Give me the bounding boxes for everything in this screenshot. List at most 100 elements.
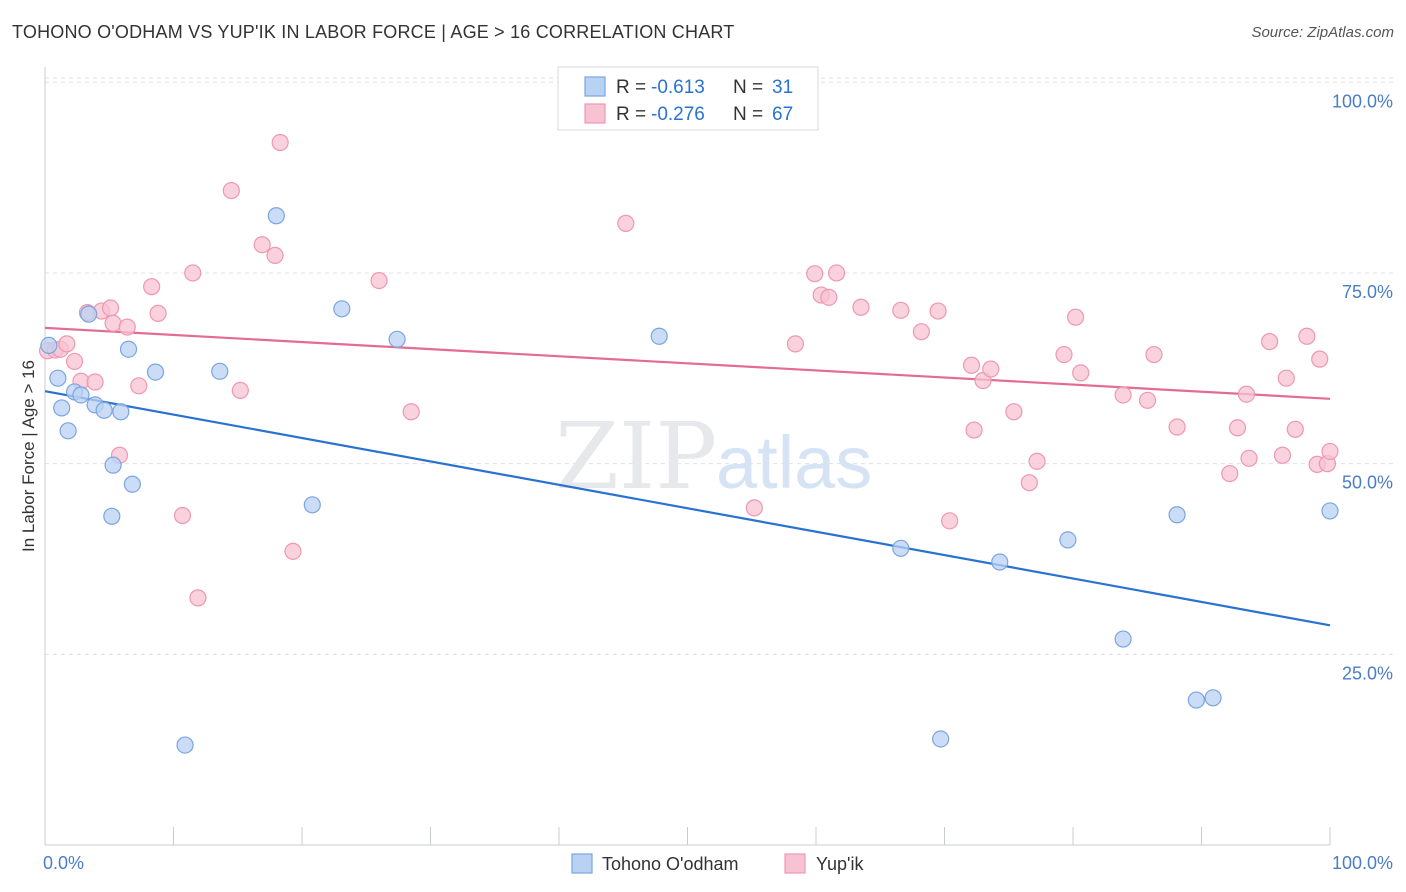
point-yupik-48: [1066, 308, 1085, 326]
point-yupik-38: [929, 302, 947, 320]
legend-r-value-2: -0.276: [651, 104, 705, 125]
point-yupik-50: [1114, 386, 1132, 404]
point-yupik-17: [184, 264, 202, 282]
bottom-legend-swatch-tohono: [571, 853, 593, 874]
point-yupik-21: [253, 236, 271, 254]
legend-n-label-2: N =: [733, 104, 763, 125]
point-yupik-4: [65, 352, 84, 371]
point-yupik-40: [962, 356, 981, 374]
point-yupik-62: [1298, 327, 1316, 345]
bottom-legend: Tohono O'odham Yup'ik: [571, 853, 864, 874]
point-tohono-23: [932, 730, 950, 748]
point-yupik-22: [266, 246, 284, 264]
point-yupik-44: [1005, 403, 1023, 421]
legend-n-value-1: 31: [772, 77, 793, 98]
trend-line-0: [44, 390, 1331, 627]
chart-source: Source: ZipAtlas.com: [1251, 24, 1394, 41]
point-tohono-17: [267, 207, 285, 225]
point-yupik-61: [1286, 420, 1304, 438]
point-yupik-36: [892, 301, 910, 319]
point-tohono-30: [1321, 502, 1339, 520]
legend-r-value-1: -0.613: [651, 77, 705, 98]
point-yupik-63: [1311, 350, 1329, 368]
legend-swatch-yupik: [584, 103, 606, 124]
chart-title: TOHONO O'ODHAM VS YUP'IK IN LABOR FORCE …: [12, 22, 735, 42]
point-tohono-15: [176, 736, 194, 754]
point-tohono-6: [80, 305, 98, 323]
point-yupik-53: [1168, 418, 1186, 436]
point-yupik-41: [965, 421, 983, 439]
point-yupik-18: [189, 589, 207, 607]
point-yupik-26: [402, 403, 420, 421]
legend-swatch-tohono: [584, 76, 606, 97]
point-yupik-66: [1321, 442, 1339, 461]
point-yupik-23: [271, 133, 289, 152]
point-yupik-60: [1277, 369, 1295, 387]
point-tohono-29: [1204, 689, 1222, 707]
point-yupik-52: [1145, 345, 1163, 364]
point-tohono-19: [333, 300, 351, 318]
bottom-legend-label-tohono: Tohono O'odham: [602, 854, 739, 874]
point-yupik-43: [982, 360, 1000, 378]
point-yupik-37: [912, 323, 930, 341]
point-yupik-47: [1055, 345, 1073, 364]
trend-line-1: [44, 326, 1331, 400]
point-yupik-14: [143, 278, 161, 296]
point-yupik-31: [806, 265, 824, 283]
y-tick-label-2: 75.0%: [1342, 282, 1393, 302]
point-tohono-12: [119, 340, 138, 358]
point-yupik-46: [1028, 452, 1046, 470]
point-tohono-8: [95, 401, 113, 419]
point-yupik-56: [1237, 385, 1256, 403]
point-tohono-25: [1059, 531, 1077, 549]
top-legend: R = -0.613 N = 31 R = -0.276 N = 67: [557, 66, 819, 131]
point-yupik-25: [370, 271, 388, 290]
point-yupik-35: [852, 298, 870, 316]
point-yupik-3: [58, 335, 76, 353]
point-tohono-2: [53, 399, 71, 417]
point-yupik-10: [104, 314, 122, 332]
watermark: ZIP atlas: [555, 403, 872, 510]
legend-n-value-2: 67: [772, 104, 793, 125]
point-yupik-34: [827, 264, 846, 282]
point-yupik-20: [231, 381, 249, 400]
point-tohono-10: [104, 456, 122, 474]
y-axis-title: In Labor Force | Age > 16: [19, 360, 38, 552]
point-yupik-58: [1261, 332, 1279, 351]
point-yupik-51: [1138, 391, 1157, 409]
legend-r-label-2: R =: [616, 104, 646, 125]
bottom-legend-swatch-yupik: [784, 853, 806, 874]
point-yupik-39: [941, 512, 959, 530]
bottom-legend-label-yupik: Yup'ik: [816, 854, 864, 874]
point-tohono-22: [892, 539, 910, 557]
point-yupik-28: [617, 214, 635, 232]
point-yupik-49: [1072, 364, 1090, 382]
point-tohono-13: [123, 475, 141, 493]
point-tohono-18: [303, 496, 321, 514]
x-tick-label-1: 100.0%: [1332, 853, 1393, 873]
point-tohono-9: [103, 507, 121, 525]
watermark-atlas: atlas: [716, 421, 872, 504]
point-tohono-21: [650, 327, 668, 345]
legend-r-label-1: R =: [616, 77, 646, 98]
axes: [44, 67, 1331, 846]
point-tohono-27: [1168, 506, 1186, 524]
tick-labels: 25.0% 50.0% 75.0% 100.0% 0.0% 100.0%: [43, 91, 1393, 873]
y-tick-label-1: 50.0%: [1342, 473, 1393, 493]
point-tohono-16: [211, 362, 229, 380]
point-yupik-7: [86, 373, 104, 391]
watermark-zip: ZIP: [555, 403, 717, 510]
point-tohono-3: [59, 422, 77, 440]
point-yupik-12: [118, 318, 136, 336]
point-yupik-16: [173, 506, 192, 525]
point-yupik-24: [284, 542, 302, 560]
point-tohono-28: [1187, 691, 1205, 709]
point-tohono-14: [146, 363, 165, 381]
point-yupik-15: [149, 304, 167, 322]
point-yupik-54: [1221, 464, 1239, 483]
point-yupik-30: [786, 335, 805, 353]
point-tohono-26: [1114, 630, 1132, 648]
point-yupik-57: [1240, 449, 1258, 467]
data-points: [38, 73, 1339, 754]
